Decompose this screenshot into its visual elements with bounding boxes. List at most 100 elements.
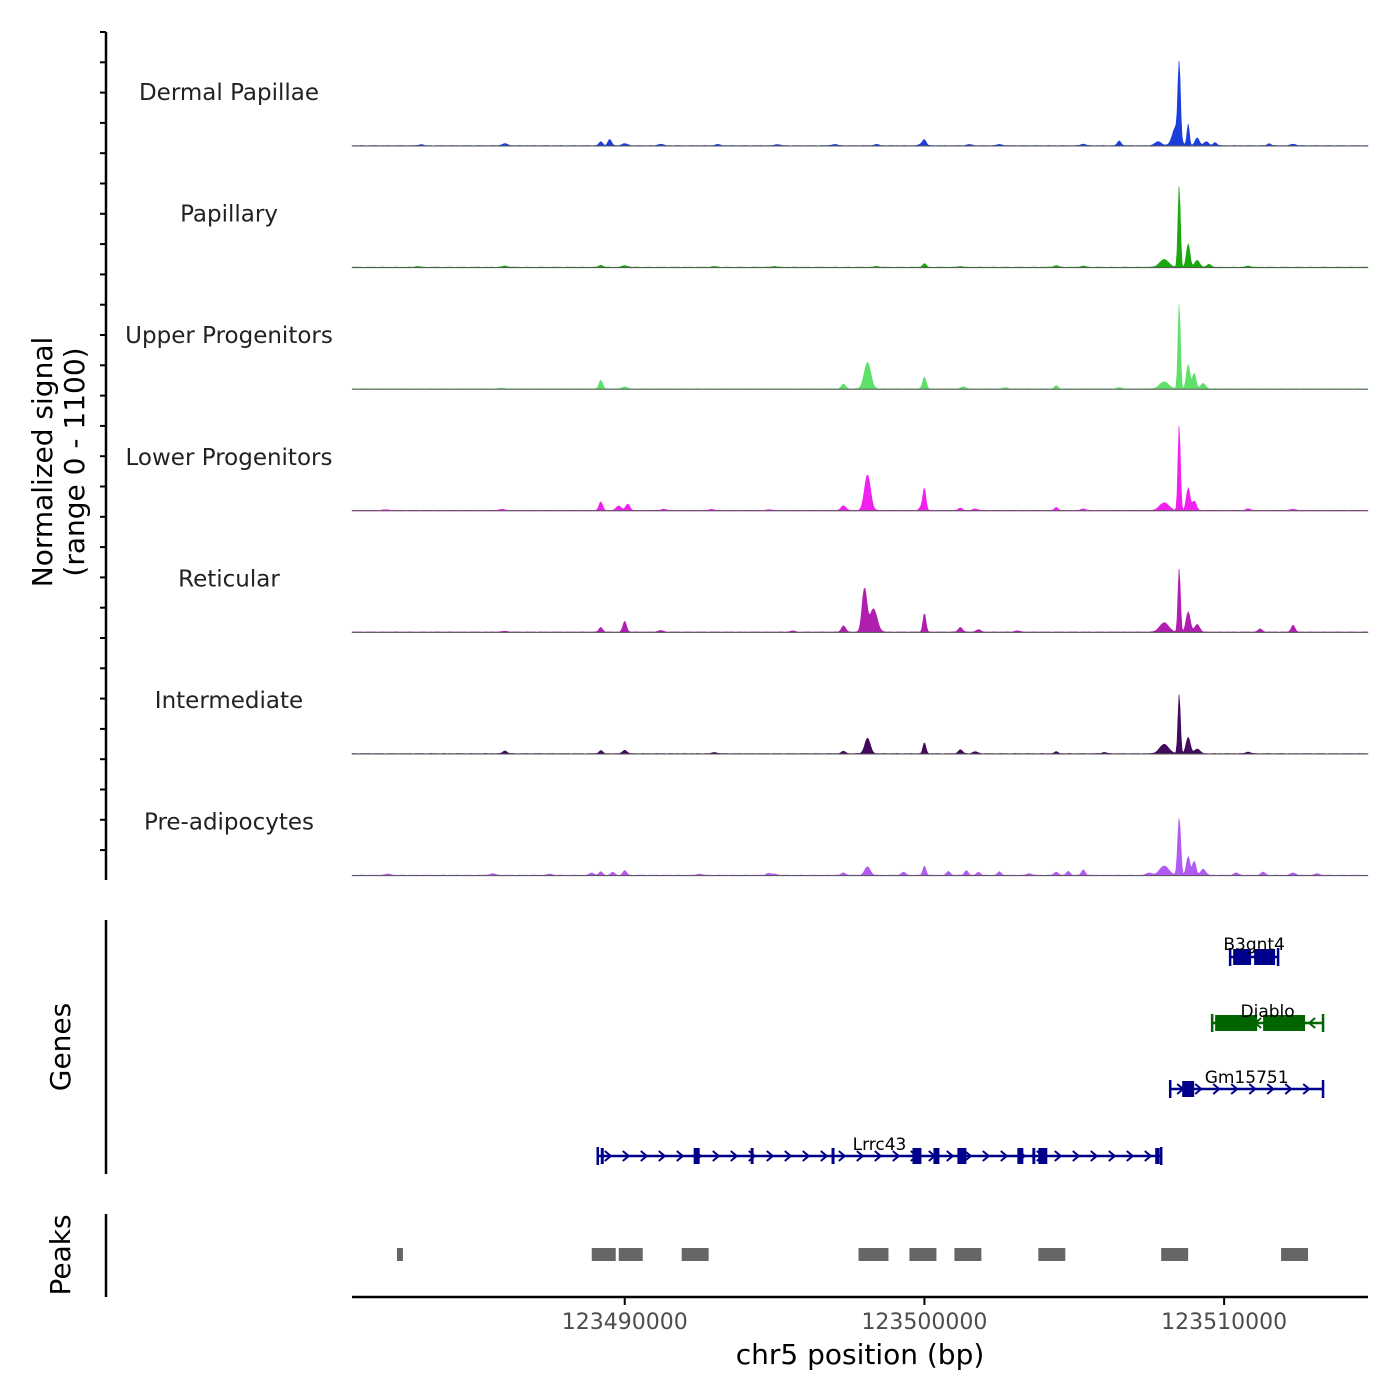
signal-area	[351, 818, 1369, 876]
gene-label: B3gnt4	[1223, 935, 1285, 955]
strand-arrow	[802, 1150, 811, 1162]
strand-arrow	[1090, 1150, 1099, 1162]
strand-arrow	[1302, 1083, 1311, 1095]
signal-track: Upper Progenitors	[125, 304, 1369, 390]
exon	[1155, 1148, 1160, 1164]
track-label: Lower Progenitors	[126, 445, 333, 471]
exon	[750, 1148, 754, 1164]
gene-label: Lrrc43	[853, 1135, 907, 1155]
exon	[1215, 1015, 1258, 1031]
peak-region	[909, 1248, 937, 1261]
strand-arrow	[1144, 1150, 1153, 1162]
signal-area	[351, 694, 1369, 755]
strand-arrow	[982, 1150, 991, 1162]
exon	[912, 1148, 922, 1164]
strand-arrow	[1072, 1150, 1081, 1162]
peaks-track-label: Peaks	[44, 1214, 77, 1295]
strand-arrow	[712, 1150, 721, 1162]
exon	[1263, 1015, 1306, 1031]
x-axis: 123490000 123500000 123510000	[352, 1295, 1368, 1335]
x-axis-title: chr5 position (bp)	[736, 1338, 985, 1371]
strand-arrow	[856, 1150, 865, 1162]
peak-region	[954, 1248, 982, 1261]
y-axis-title-line-2: (range 0 - 1100)	[58, 347, 91, 576]
strand-arrow	[658, 1150, 667, 1162]
track-label: Reticular	[178, 566, 280, 592]
peak-region	[396, 1248, 403, 1261]
peak-region	[618, 1248, 643, 1261]
x-tick-label: 123490000	[562, 1310, 688, 1335]
strand-arrow	[622, 1150, 631, 1162]
track-label: Dermal Papillae	[139, 80, 319, 106]
exon	[1254, 949, 1276, 965]
strand-arrow	[1108, 1150, 1117, 1162]
exon	[1017, 1148, 1024, 1164]
signal-track: Reticular	[178, 566, 1369, 633]
exon	[693, 1148, 700, 1164]
strand-arrow	[1307, 1017, 1316, 1029]
exon	[957, 1148, 967, 1164]
track-label: Intermediate	[155, 688, 303, 714]
peak-track	[396, 1248, 1309, 1261]
peak-region	[591, 1248, 616, 1261]
signal-area	[351, 569, 1369, 633]
signal-tracks: Dermal Papillae Papillary Upper Progenitor…	[125, 60, 1369, 877]
signal-area	[351, 186, 1369, 268]
gene: Diablo	[1210, 1002, 1325, 1032]
x-tick-label: 123500000	[861, 1310, 987, 1335]
exon	[1032, 1148, 1036, 1164]
strand-arrow	[1126, 1150, 1135, 1162]
strand-arrow	[676, 1150, 685, 1162]
signal-area	[351, 304, 1369, 390]
peak-region	[1161, 1248, 1189, 1261]
left-axes	[100, 31, 108, 1297]
signal-track: Lower Progenitors	[126, 426, 1369, 512]
y-axis-title: Normalized signal (range 0 - 1100)	[26, 337, 91, 588]
gene-label: Diablo	[1241, 1002, 1295, 1022]
strand-arrow	[964, 1150, 973, 1162]
exon	[1182, 1081, 1195, 1097]
strand-arrow	[892, 1150, 901, 1162]
gene: B3gnt4	[1223, 935, 1285, 966]
signal-area	[351, 60, 1369, 147]
exon	[831, 1148, 835, 1164]
strand-arrow	[1248, 1083, 1257, 1095]
signal-track: Papillary	[180, 186, 1369, 269]
peak-region	[1281, 1248, 1309, 1261]
x-tick-label: 123510000	[1161, 1310, 1287, 1335]
gene: Lrrc43	[596, 1135, 1163, 1165]
exon	[1233, 949, 1252, 965]
exon	[1038, 1148, 1048, 1164]
signal-track: Pre-adipocytes	[144, 810, 1369, 877]
strand-arrow	[1054, 1150, 1063, 1162]
strand-arrow	[640, 1150, 649, 1162]
strand-arrow	[874, 1150, 883, 1162]
strand-arrow	[820, 1150, 829, 1162]
strand-arrow	[784, 1150, 793, 1162]
signal-track: Intermediate	[155, 688, 1369, 755]
strand-arrow	[1000, 1150, 1009, 1162]
gene-track: B3gnt4 Diablo Gm15751 Lrrc43	[596, 935, 1325, 1165]
gene: Gm15751	[1168, 1068, 1325, 1098]
signal-track: Dermal Papillae	[139, 60, 1369, 147]
strand-arrow	[604, 1150, 613, 1162]
strand-arrow	[1266, 1083, 1275, 1095]
exon	[933, 1148, 940, 1164]
strand-arrow	[1284, 1083, 1293, 1095]
peak-region	[1038, 1248, 1066, 1261]
strand-arrow	[1194, 1083, 1203, 1095]
strand-arrow	[766, 1150, 775, 1162]
genes-track-label: Genes	[44, 1003, 77, 1091]
y-axis-title-line-1: Normalized signal	[26, 337, 59, 588]
strand-arrow	[730, 1150, 739, 1162]
strand-arrow	[1230, 1083, 1239, 1095]
track-label: Upper Progenitors	[125, 323, 333, 349]
gene-label: Gm15751	[1205, 1068, 1289, 1088]
strand-arrow	[838, 1150, 847, 1162]
track-label: Papillary	[180, 202, 278, 228]
strand-arrow	[1212, 1083, 1221, 1095]
peak-region	[681, 1248, 709, 1261]
signal-area	[351, 426, 1369, 512]
track-label: Pre-adipocytes	[144, 810, 314, 836]
